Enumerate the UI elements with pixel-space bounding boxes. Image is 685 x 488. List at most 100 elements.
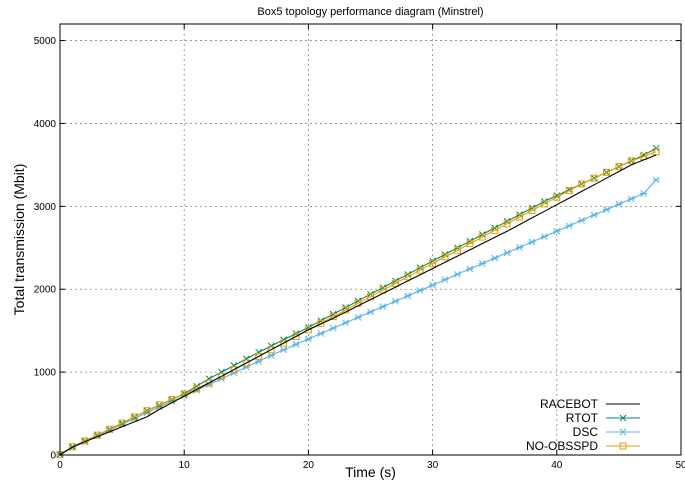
legend-marker-dsc (619, 428, 627, 436)
data-point-no-obsspd (503, 220, 511, 228)
data-point-no-obsspd (267, 346, 275, 354)
data-point-dsc (453, 270, 461, 278)
data-point-no-obsspd (292, 332, 300, 340)
data-point-dsc (627, 195, 635, 203)
legend-entry-rtot: RTOT (566, 411, 640, 425)
data-point-no-obsspd (441, 253, 449, 261)
legend-label-no-obsspd: NO-OBSSPD (526, 439, 598, 453)
axis-ticks: 0 10 20 30 40 50 0 1000 2000 3000 4000 5000 (34, 24, 685, 471)
data-point-dsc (304, 335, 312, 343)
x-tick-label: 50 (675, 460, 685, 471)
data-point-no-obsspd (404, 273, 412, 281)
plot-border (59, 23, 682, 456)
data-point-rtot (242, 355, 250, 363)
x-axis-title: Time (s) (345, 464, 396, 480)
data-point-no-obsspd (118, 419, 126, 427)
data-point-no-obsspd (143, 407, 151, 415)
data-point-no-obsspd (304, 326, 312, 334)
y-tick-label: 5000 (34, 36, 57, 47)
data-point-no-obsspd (478, 233, 486, 241)
legend-marker-rtot (619, 414, 627, 422)
data-point-dsc (602, 206, 610, 214)
data-point-no-obsspd (68, 443, 76, 451)
data-point-dsc (367, 308, 374, 316)
data-point-no-obsspd (578, 180, 586, 188)
data-point-dsc (503, 249, 511, 257)
data-point-no-obsspd (652, 148, 660, 156)
data-point-dsc (491, 254, 499, 262)
x-tick-label: 10 (179, 460, 191, 471)
data-point-no-obsspd (429, 260, 437, 268)
data-point-dsc (590, 211, 598, 219)
legend-label-dsc: DSC (573, 425, 599, 439)
data-point-no-obsspd (230, 366, 238, 374)
data-point-dsc (342, 319, 350, 327)
data-point-no-obsspd (553, 193, 561, 201)
chart-title: Box5 topology performance diagram (Minst… (257, 6, 483, 18)
data-point-dsc (466, 265, 474, 273)
legend-label-rtot: RTOT (566, 411, 599, 425)
data-point-dsc (478, 260, 486, 267)
data-point-no-obsspd (615, 163, 623, 171)
data-point-dsc (640, 190, 648, 197)
data-point-dsc (404, 292, 412, 300)
data-point-dsc (441, 276, 449, 284)
data-point-no-obsspd (205, 379, 213, 387)
grid-lines (60, 24, 681, 455)
data-point-rtot (553, 192, 561, 199)
x-tick-label: 30 (427, 460, 439, 471)
data-point-dsc (329, 324, 337, 332)
data-point-no-obsspd (565, 187, 573, 195)
series-racebot (59, 154, 657, 456)
data-point-dsc (652, 176, 660, 184)
data-point-dsc (416, 287, 424, 294)
x-tick-label: 40 (551, 460, 563, 471)
data-point-dsc (292, 340, 300, 348)
data-point-no-obsspd (217, 372, 225, 380)
data-point-dsc (280, 346, 288, 354)
legend-entry-racebot: RACEBOT (540, 397, 640, 411)
data-point-no-obsspd (590, 174, 598, 182)
series-line-racebot (59, 154, 657, 456)
data-point-no-obsspd (627, 157, 635, 165)
data-point-dsc (553, 227, 561, 235)
y-tick-label: 3000 (34, 202, 57, 213)
x-tick-label: 0 (57, 460, 63, 471)
data-point-rtot (230, 362, 238, 369)
data-point-dsc (267, 352, 275, 359)
data-point-dsc (379, 303, 387, 310)
data-point-dsc (540, 233, 548, 240)
data-point-no-obsspd (416, 266, 424, 274)
data-point-dsc (242, 363, 250, 371)
y-tick-label: 0 (50, 451, 56, 462)
plot-area (60, 24, 681, 455)
data-point-dsc (565, 222, 573, 230)
data-point-dsc (217, 375, 225, 383)
data-point-no-obsspd (155, 401, 163, 409)
data-point-no-obsspd (516, 213, 524, 221)
data-point-dsc (429, 281, 437, 289)
data-point-rtot (205, 375, 213, 383)
x-tick-label: 20 (303, 460, 315, 471)
data-point-dsc (516, 244, 524, 251)
data-point-no-obsspd (466, 240, 474, 248)
data-point-no-obsspd (193, 385, 201, 393)
legend-label-racebot: RACEBOT (540, 397, 599, 411)
data-point-no-obsspd (602, 168, 610, 176)
y-axis-title: Total transmission (Mbit) (11, 164, 27, 316)
series-line-no-obsspd (59, 151, 657, 456)
data-point-rtot (218, 368, 225, 376)
data-point-no-obsspd (528, 206, 536, 214)
y-tick-label: 4000 (34, 119, 57, 130)
data-point-dsc (578, 217, 586, 224)
data-point-no-obsspd (491, 226, 499, 234)
data-point-no-obsspd (255, 352, 263, 360)
y-tick-label: 2000 (34, 285, 57, 296)
data-point-no-obsspd (131, 413, 139, 421)
data-point-no-obsspd (317, 319, 325, 327)
legend-marker-no-obsspd (619, 442, 627, 450)
data-point-rtot (255, 348, 263, 356)
